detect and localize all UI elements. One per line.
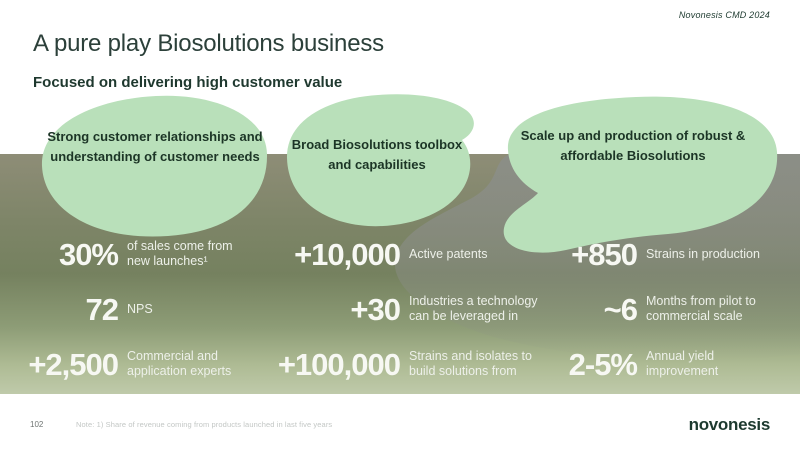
novonesis-logo: novonesis: [688, 415, 771, 434]
stat-strains-production: +850 Strains in production: [543, 231, 795, 277]
stat-value: +100,000: [277, 346, 401, 382]
stat-label: Strains in production: [646, 246, 760, 261]
stat-value: ~6: [603, 291, 638, 327]
stat-label: NPS: [127, 301, 153, 316]
page-subtitle: Focused on delivering high customer valu…: [33, 74, 343, 91]
stat-application-experts: +2,500 Commercial and application expert…: [18, 341, 262, 387]
stats-column-scale-up: +850 Strains in production ~6 Months fro…: [543, 231, 795, 396]
stat-label: Active patents: [409, 246, 488, 261]
event-label: Novonesis CMD 2024: [678, 10, 770, 20]
stat-industries-leveraged: +30 Industries a technology can be lever…: [262, 286, 542, 332]
stat-sales-new-launches: 30% of sales come from new launches¹: [18, 231, 262, 277]
stat-value: 30%: [58, 236, 119, 272]
stat-label: Commercial and application experts: [127, 349, 232, 378]
page-title: A pure play Biosolutions business: [33, 30, 384, 57]
stats-column-toolbox: +10,000 Active patents +30 Industries a …: [262, 231, 542, 396]
stat-value: +30: [350, 291, 401, 327]
stat-strains-isolates: +100,000 Strains and isolates to build s…: [262, 341, 542, 387]
stat-label: Months from pilot to commercial scale: [646, 294, 756, 323]
stat-value: 2-5%: [568, 346, 638, 382]
stat-label: Annual yield improvement: [646, 349, 719, 378]
stat-label: of sales come from new launches¹: [127, 239, 233, 268]
stat-yield-improvement: 2-5% Annual yield improvement: [543, 341, 795, 387]
stat-value: +850: [571, 236, 638, 272]
stat-active-patents: +10,000 Active patents: [262, 231, 542, 277]
stat-nps: 72 NPS: [18, 286, 262, 332]
footnote: Note: 1) Share of revenue coming from pr…: [76, 420, 333, 429]
stat-value: +10,000: [294, 236, 401, 272]
stat-label: Industries a technology can be leveraged…: [409, 294, 538, 323]
stat-value: +2,500: [28, 346, 119, 382]
stat-value: 72: [85, 291, 119, 327]
stat-months-pilot: ~6 Months from pilot to commercial scale: [543, 286, 795, 332]
stats-column-customer: 30% of sales come from new launches¹ 72 …: [18, 231, 262, 396]
page-number: 102: [30, 420, 44, 429]
stat-label: Strains and isolates to build solutions …: [409, 349, 532, 378]
